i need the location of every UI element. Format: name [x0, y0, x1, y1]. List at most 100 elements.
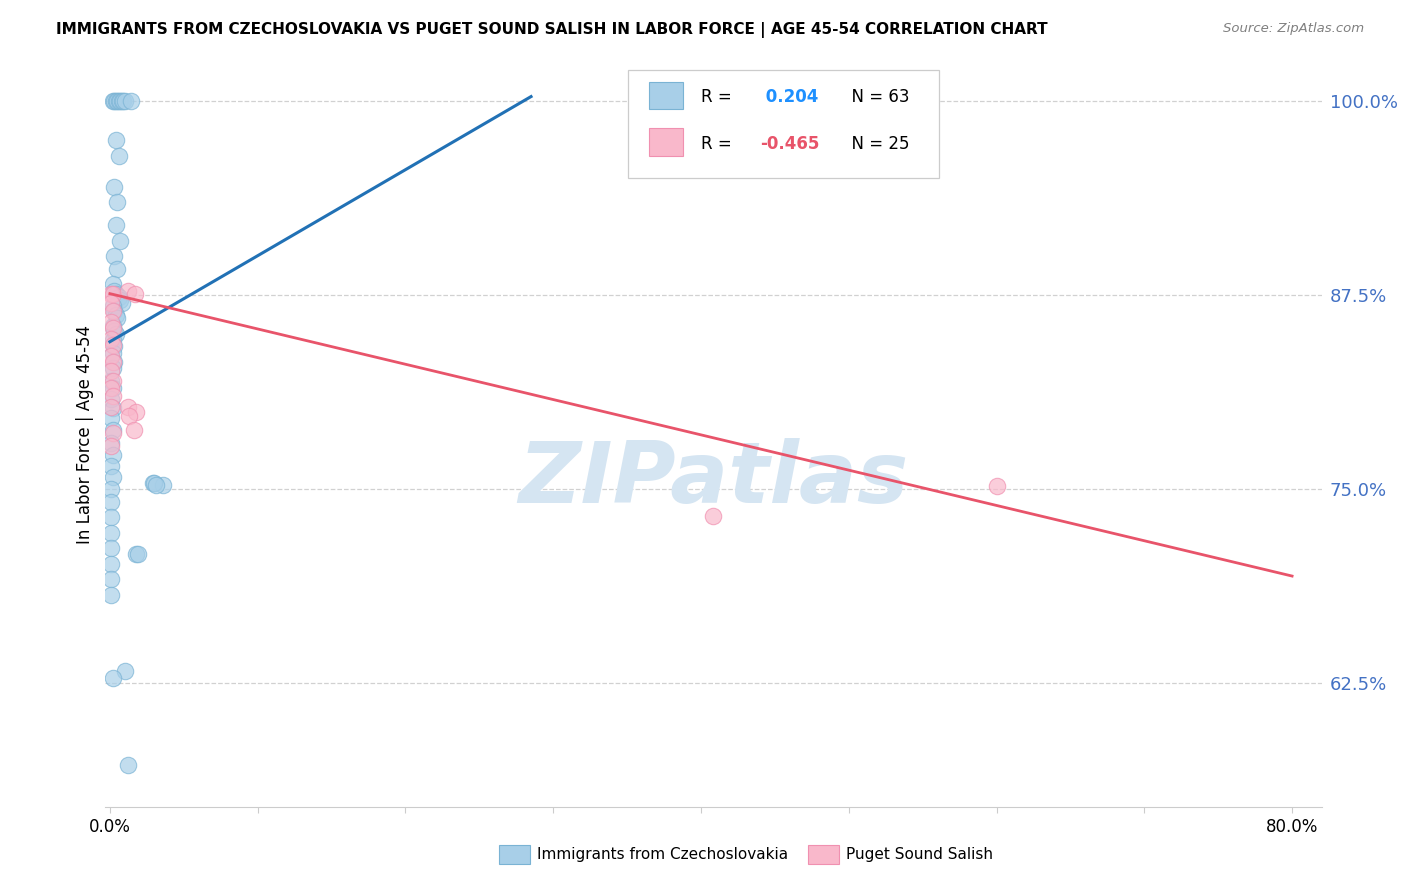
Point — [100, 510, 122, 524]
Point — [101, 303, 124, 318]
Point — [100, 439, 122, 453]
Point — [103, 339, 125, 353]
Point — [100, 364, 122, 378]
Point — [101, 469, 124, 483]
Point — [105, 94, 128, 108]
Point — [110, 293, 132, 307]
Text: Source: ZipAtlas.com: Source: ZipAtlas.com — [1223, 22, 1364, 36]
Point — [100, 458, 122, 473]
Point — [100, 286, 122, 301]
Point — [104, 133, 127, 147]
Point — [105, 261, 128, 276]
Point — [101, 423, 124, 437]
Point — [117, 400, 139, 414]
Point — [107, 94, 129, 108]
Point — [100, 525, 122, 540]
Point — [120, 94, 142, 108]
Point — [101, 355, 124, 369]
Point — [101, 320, 124, 334]
Point — [100, 541, 122, 555]
Point — [103, 303, 125, 318]
Point — [110, 94, 132, 108]
Point — [100, 381, 122, 395]
Text: 0.204: 0.204 — [759, 88, 818, 106]
Point — [114, 94, 136, 108]
Point — [101, 286, 124, 301]
Point — [100, 494, 122, 508]
Point — [100, 572, 122, 586]
Point — [101, 401, 124, 416]
Point — [101, 338, 124, 352]
Point — [103, 94, 125, 108]
Point — [101, 94, 124, 108]
Point — [104, 309, 127, 323]
Point — [107, 290, 129, 304]
FancyBboxPatch shape — [628, 70, 939, 178]
Point — [702, 508, 724, 523]
Point — [103, 284, 125, 298]
Text: Immigrants from Czechoslovakia: Immigrants from Czechoslovakia — [537, 847, 789, 862]
Point — [104, 219, 127, 233]
Point — [101, 299, 124, 313]
Point — [101, 381, 124, 395]
Point — [101, 672, 124, 686]
Point — [124, 286, 146, 301]
Point — [111, 296, 134, 310]
Point — [100, 374, 122, 388]
Point — [127, 547, 149, 561]
Point — [103, 324, 125, 338]
Text: -0.465: -0.465 — [759, 135, 820, 153]
Point — [117, 284, 139, 298]
Point — [100, 392, 122, 406]
Text: Puget Sound Salish: Puget Sound Salish — [846, 847, 994, 862]
Point — [152, 477, 174, 491]
Point — [100, 349, 122, 363]
Point — [105, 195, 128, 210]
Point — [100, 410, 122, 425]
Bar — [650, 82, 683, 110]
Point — [101, 319, 124, 334]
Point — [101, 374, 124, 388]
Point — [145, 477, 167, 491]
Text: R =: R = — [702, 88, 737, 106]
Text: N = 25: N = 25 — [841, 135, 910, 153]
Point — [100, 588, 122, 602]
Point — [114, 664, 136, 678]
Text: IMMIGRANTS FROM CZECHOSLOVAKIA VS PUGET SOUND SALISH IN LABOR FORCE | AGE 45-54 : IMMIGRANTS FROM CZECHOSLOVAKIA VS PUGET … — [56, 22, 1047, 38]
Point — [103, 355, 125, 369]
Point — [100, 557, 122, 571]
Point — [103, 249, 125, 263]
Point — [104, 94, 127, 108]
Point — [103, 179, 125, 194]
Point — [100, 315, 122, 329]
Point — [101, 389, 124, 403]
Point — [122, 423, 145, 437]
Point — [107, 148, 129, 162]
Point — [110, 234, 132, 248]
Point — [101, 277, 124, 292]
Point — [100, 296, 122, 310]
Point — [101, 333, 124, 347]
Point — [101, 361, 124, 376]
Y-axis label: In Labor Force | Age 45-54: In Labor Force | Age 45-54 — [76, 326, 94, 544]
Point — [100, 400, 122, 414]
Point — [105, 311, 128, 326]
Point — [100, 482, 122, 496]
Point — [118, 409, 141, 424]
Point — [101, 426, 124, 441]
Bar — [650, 128, 683, 155]
Point — [143, 475, 166, 490]
Point — [100, 332, 122, 346]
Point — [101, 345, 124, 359]
Text: ZIPatlas: ZIPatlas — [519, 438, 908, 521]
Text: N = 63: N = 63 — [841, 88, 910, 106]
Point — [101, 448, 124, 462]
Point — [100, 435, 122, 450]
Point — [112, 94, 135, 108]
Point — [986, 479, 1008, 493]
Point — [104, 286, 127, 301]
Text: R =: R = — [702, 135, 737, 153]
Point — [117, 758, 139, 772]
Point — [104, 326, 127, 341]
Point — [125, 547, 148, 561]
